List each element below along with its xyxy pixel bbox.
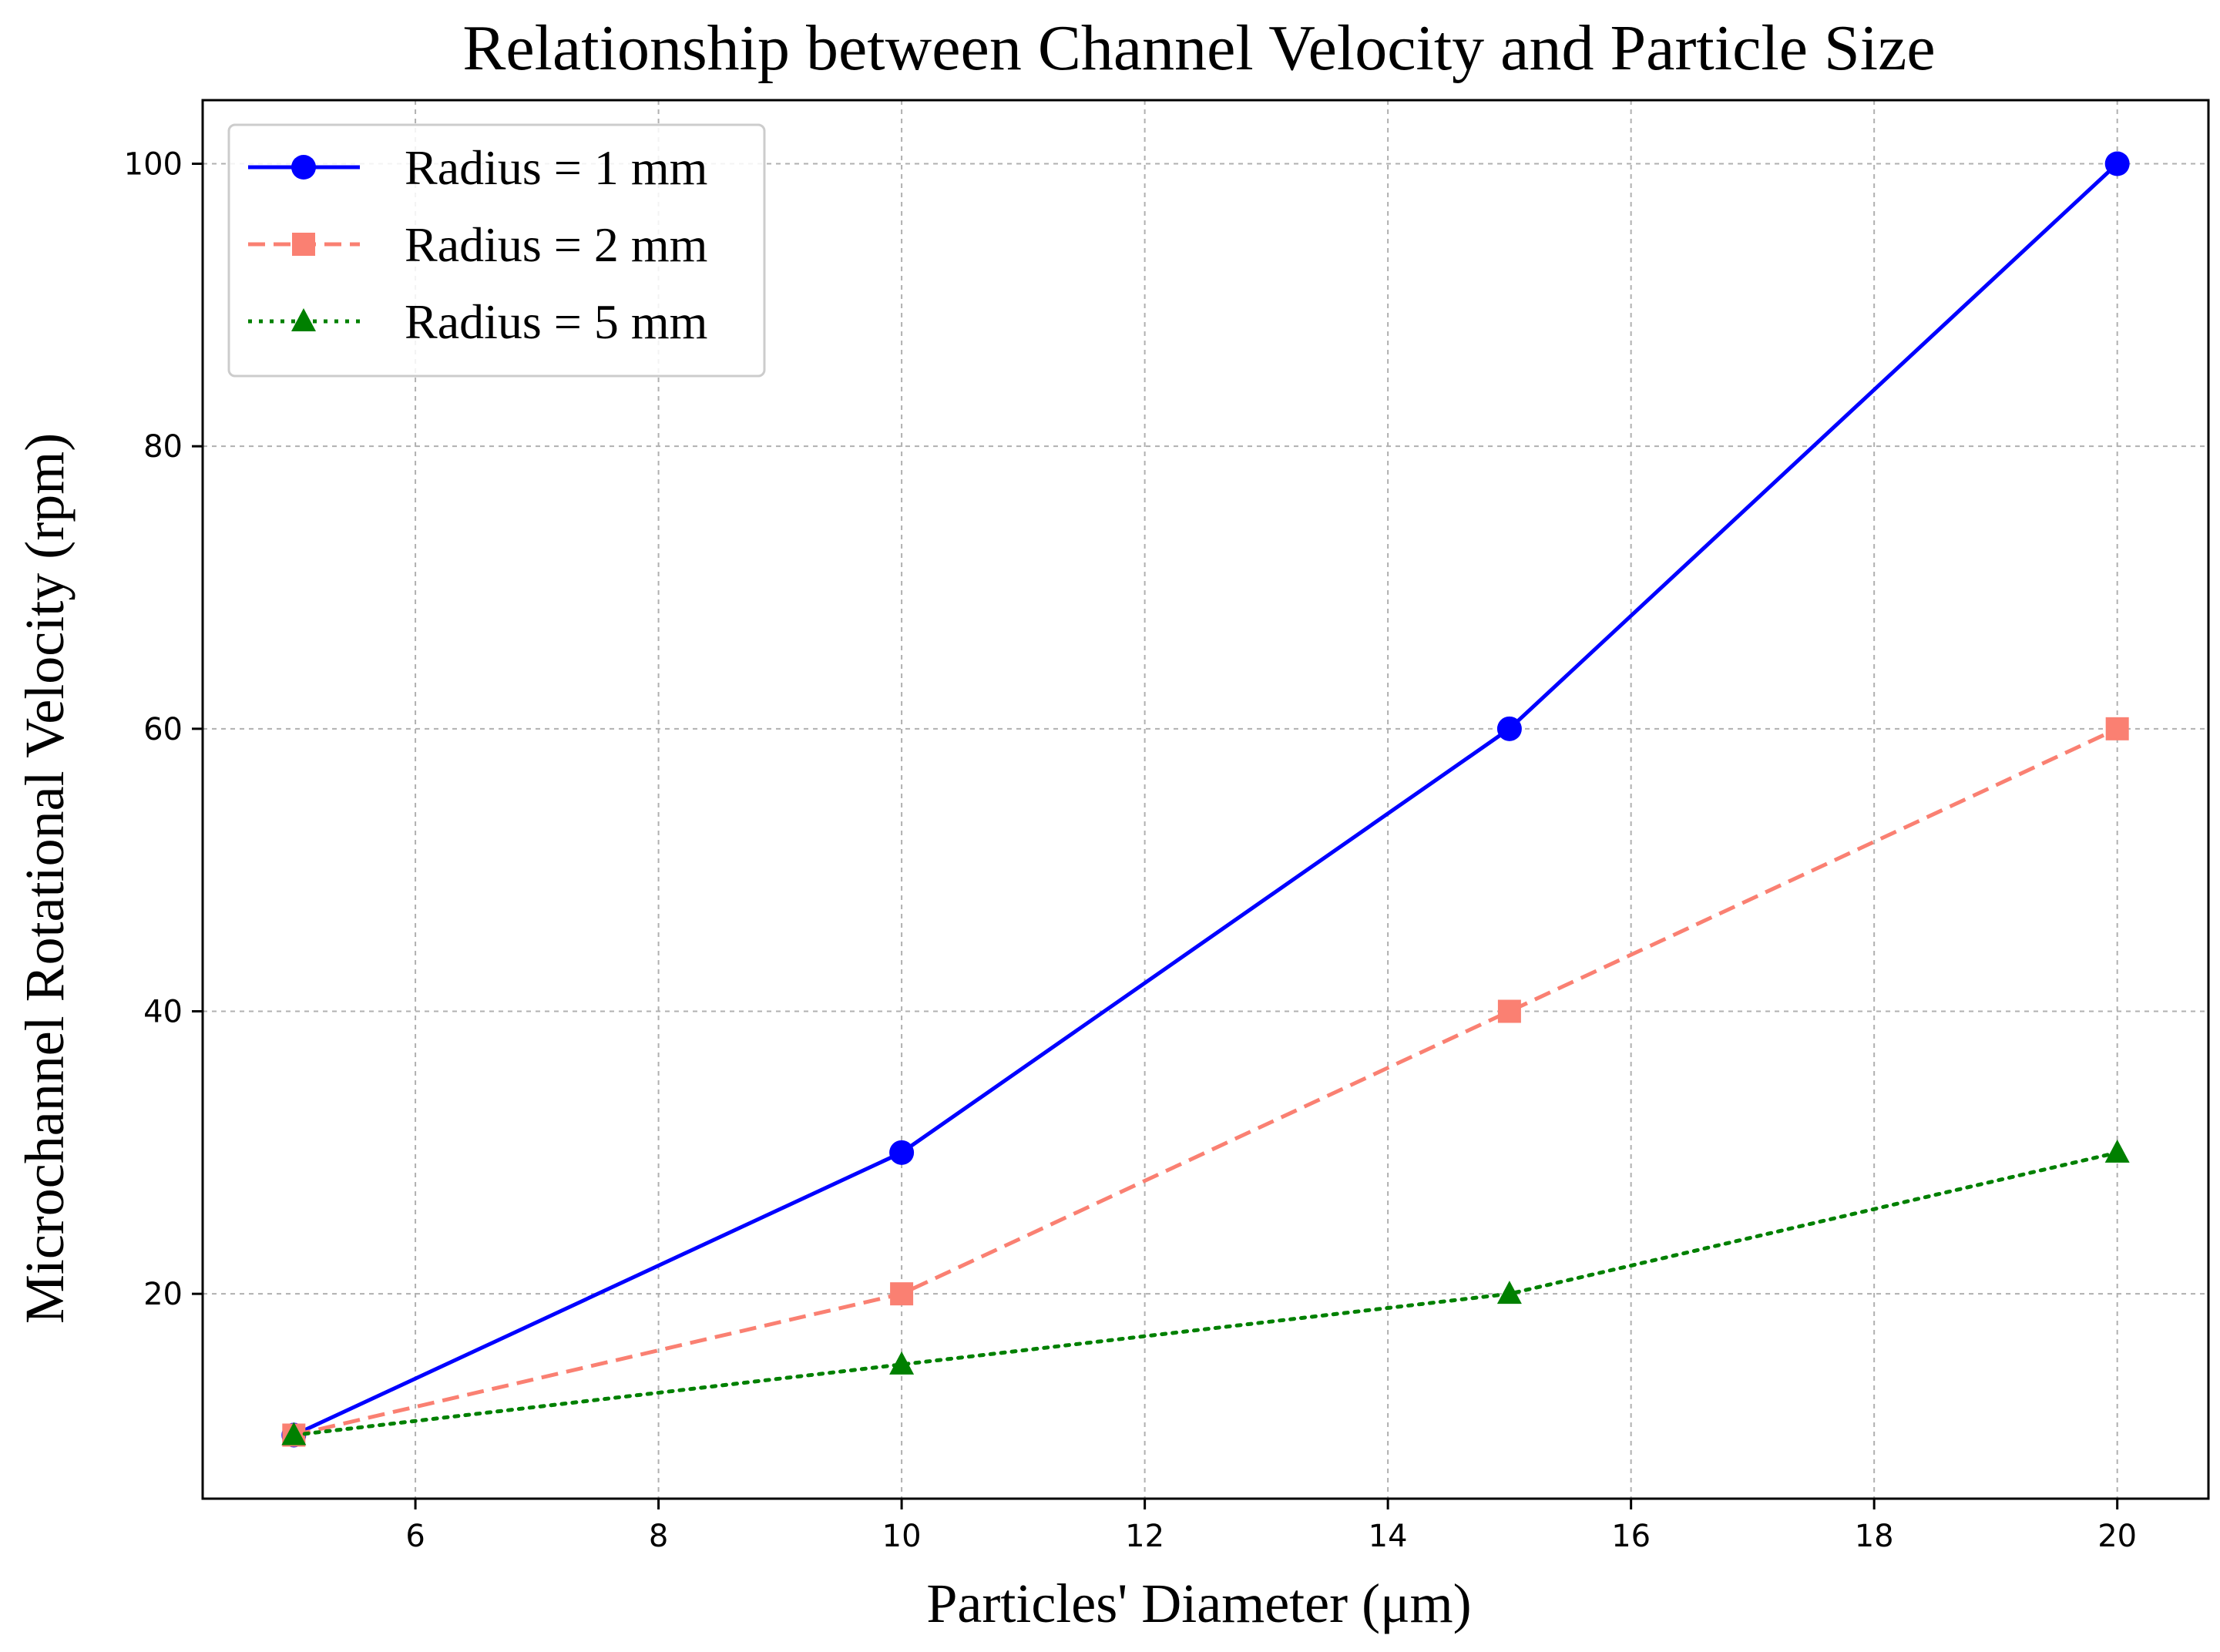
axes: 6 8 10 12 14 16 18 20 20 40 60 80 100 bbox=[124, 99, 2210, 1554]
x-tick-label: 20 bbox=[2097, 1519, 2137, 1554]
data-point bbox=[2104, 1139, 2130, 1163]
x-tick-label: 10 bbox=[882, 1519, 922, 1554]
series-line bbox=[291, 1150, 2120, 1437]
legend: Radius = 1 mm Radius = 2 mm Radius = 5 mm bbox=[227, 123, 766, 378]
y-tick-label: 40 bbox=[143, 995, 183, 1030]
series-2 bbox=[282, 717, 2129, 1447]
y-axis-label: Microchannel Rotational Velocity (rpm) bbox=[14, 433, 76, 1324]
legend-label: Radius = 2 mm bbox=[405, 217, 707, 272]
data-point bbox=[889, 1351, 915, 1375]
data-point bbox=[889, 1140, 915, 1165]
legend-box bbox=[227, 123, 766, 378]
legend-marker bbox=[291, 308, 316, 331]
series-line bbox=[293, 162, 2119, 1437]
data-point bbox=[2105, 717, 2129, 740]
data-point bbox=[2104, 151, 2130, 176]
y-tick-label: 20 bbox=[143, 1277, 183, 1312]
data-point bbox=[1497, 999, 1521, 1023]
plot-frame bbox=[201, 99, 2210, 1500]
y-tick-label: 100 bbox=[124, 147, 183, 183]
legend-entry: Radius = 1 mm bbox=[248, 140, 707, 195]
legend-label: Radius = 1 mm bbox=[405, 140, 707, 195]
data-point bbox=[890, 1282, 914, 1306]
x-tick-label: 16 bbox=[1611, 1519, 1651, 1554]
x-tick-label: 8 bbox=[649, 1519, 668, 1554]
data-point bbox=[281, 1422, 307, 1446]
legend-marker bbox=[292, 233, 315, 256]
legend-entry: Radius = 2 mm bbox=[248, 217, 707, 272]
x-tick-label: 12 bbox=[1125, 1519, 1164, 1554]
data-point bbox=[1496, 1281, 1522, 1304]
data-series bbox=[281, 151, 2130, 1448]
legend-label: Radius = 5 mm bbox=[405, 294, 707, 349]
x-tick-label: 14 bbox=[1369, 1519, 1408, 1554]
series-3 bbox=[281, 1139, 2130, 1446]
y-tick-label: 80 bbox=[143, 429, 183, 465]
x-axis-label: Particles' Diameter (μm) bbox=[926, 1573, 1471, 1634]
legend-entry: Radius = 5 mm bbox=[248, 294, 707, 349]
data-point bbox=[1496, 716, 1522, 741]
x-tick-label: 18 bbox=[1855, 1519, 1894, 1554]
series-line bbox=[293, 727, 2118, 1437]
y-tick-label: 60 bbox=[143, 712, 183, 747]
x-tick-label: 6 bbox=[405, 1519, 425, 1554]
legend-marker bbox=[291, 155, 316, 180]
chart-title: Relationship between Channel Velocity an… bbox=[462, 12, 1935, 84]
